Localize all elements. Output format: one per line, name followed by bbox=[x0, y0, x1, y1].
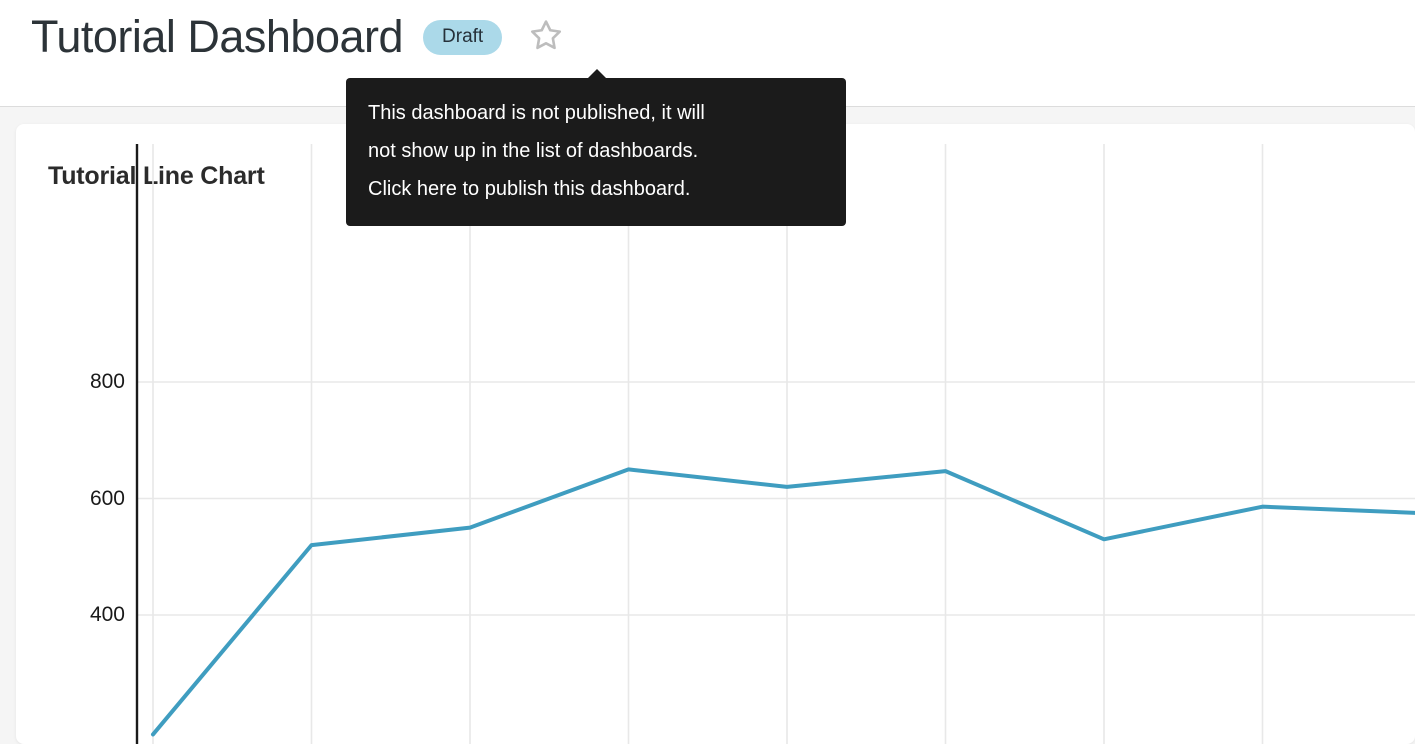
star-outline-icon bbox=[529, 18, 563, 56]
series-line[interactable] bbox=[151, 467, 1415, 737]
line-chart-svg bbox=[135, 144, 1415, 744]
tooltip-text-line-1: This dashboard is not published, it will bbox=[368, 102, 705, 124]
data-series bbox=[151, 467, 1415, 737]
y-axis-tick-label: 400 bbox=[89, 603, 125, 626]
chart-card: Tutorial Line Chart 400 600 800 bbox=[16, 124, 1415, 744]
favorite-star-button[interactable] bbox=[528, 19, 564, 55]
publish-tooltip: This dashboard is not published, it will… bbox=[346, 69, 846, 226]
tooltip-text-line-2: not show up in the list of dashboards. bbox=[368, 140, 699, 162]
tooltip-text-line-3: Click here to publish this dashboard. bbox=[368, 178, 691, 200]
chart-title: Tutorial Line Chart bbox=[48, 162, 265, 190]
grid-lines bbox=[137, 144, 1415, 744]
header-title-group: Tutorial Dashboard Draft bbox=[0, 0, 564, 70]
y-axis-tick-label: 600 bbox=[89, 486, 125, 510]
status-badge-draft[interactable]: Draft bbox=[423, 19, 503, 55]
tooltip-arrow-icon bbox=[587, 69, 607, 79]
y-axis-tick-label: 800 bbox=[89, 370, 125, 393]
line-chart[interactable]: 400 600 800 bbox=[16, 124, 1415, 744]
page-title: Tutorial Dashboard bbox=[31, 11, 404, 62]
